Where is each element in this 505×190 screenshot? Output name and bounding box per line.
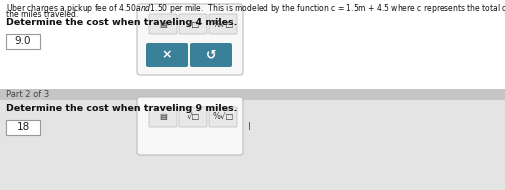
Text: Uber charges a pickup fee of $4.50 and $1.50 per mile.  This is modeled by the f: Uber charges a pickup fee of $4.50 and $… — [6, 2, 505, 15]
Text: Part 2 of 3: Part 2 of 3 — [6, 90, 49, 99]
Text: %√□: %√□ — [212, 112, 233, 121]
FancyBboxPatch shape — [148, 14, 177, 34]
FancyBboxPatch shape — [179, 14, 207, 34]
Text: ▤: ▤ — [159, 20, 167, 28]
Bar — [0, 0, 505, 95]
FancyBboxPatch shape — [148, 107, 177, 127]
Text: ×: × — [162, 48, 172, 62]
Text: I: I — [247, 122, 250, 132]
FancyBboxPatch shape — [6, 120, 40, 135]
Text: ↺: ↺ — [206, 48, 216, 62]
Text: the miles traveled.: the miles traveled. — [6, 10, 78, 19]
FancyBboxPatch shape — [6, 34, 40, 49]
FancyBboxPatch shape — [209, 107, 236, 127]
FancyBboxPatch shape — [179, 107, 207, 127]
Text: √□: √□ — [186, 20, 199, 28]
Text: Determine the cost when traveling 9 miles.: Determine the cost when traveling 9 mile… — [6, 104, 237, 113]
FancyBboxPatch shape — [189, 43, 231, 67]
Text: %√□: %√□ — [212, 20, 233, 28]
Bar — [0, 89, 505, 100]
Text: Determine the cost when traveling 4 miles.: Determine the cost when traveling 4 mile… — [6, 18, 237, 27]
FancyBboxPatch shape — [137, 4, 242, 75]
FancyBboxPatch shape — [209, 14, 236, 34]
Text: ▤: ▤ — [159, 112, 167, 121]
Bar — [0, 100, 505, 190]
FancyBboxPatch shape — [137, 97, 242, 155]
Text: √□: √□ — [186, 112, 199, 121]
FancyBboxPatch shape — [146, 43, 188, 67]
Text: 18: 18 — [16, 123, 30, 132]
Text: 9.0: 9.0 — [15, 36, 31, 47]
